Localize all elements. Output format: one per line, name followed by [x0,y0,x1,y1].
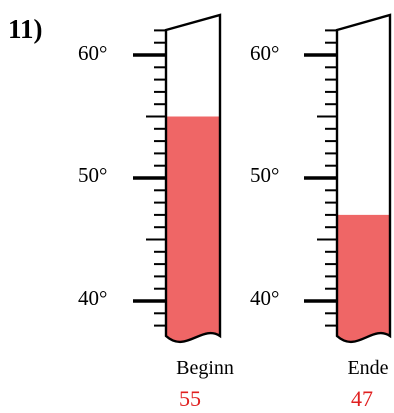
thermometer-label-left: Beginn [176,357,234,379]
tick-label-40-left: 40° [78,286,107,310]
thermometer-value-right: 47 [351,386,373,411]
tick-label-60-right: 60° [250,41,279,65]
tick-label-60-left: 60° [78,41,107,65]
scale-ticks-right [304,29,337,327]
tick-label-50-left: 50° [78,163,107,187]
liquid-fill-left [166,116,220,342]
thermometer-value-left: 55 [179,386,201,411]
thermometer-left: 60° 50° 40° Beginn 55 [78,13,234,411]
problem-number: 11) [8,14,43,44]
tick-label-50-right: 50° [250,163,279,187]
scale-ticks-left [133,29,166,327]
thermometer-right: 60° 50° 40° Ende 47 [250,13,392,411]
liquid-fill-right [337,214,390,342]
thermometer-label-right: Ende [347,357,388,379]
tick-label-40-right: 40° [250,286,279,310]
tube-outline-left [164,13,222,343]
tube-outline-right [335,13,392,343]
